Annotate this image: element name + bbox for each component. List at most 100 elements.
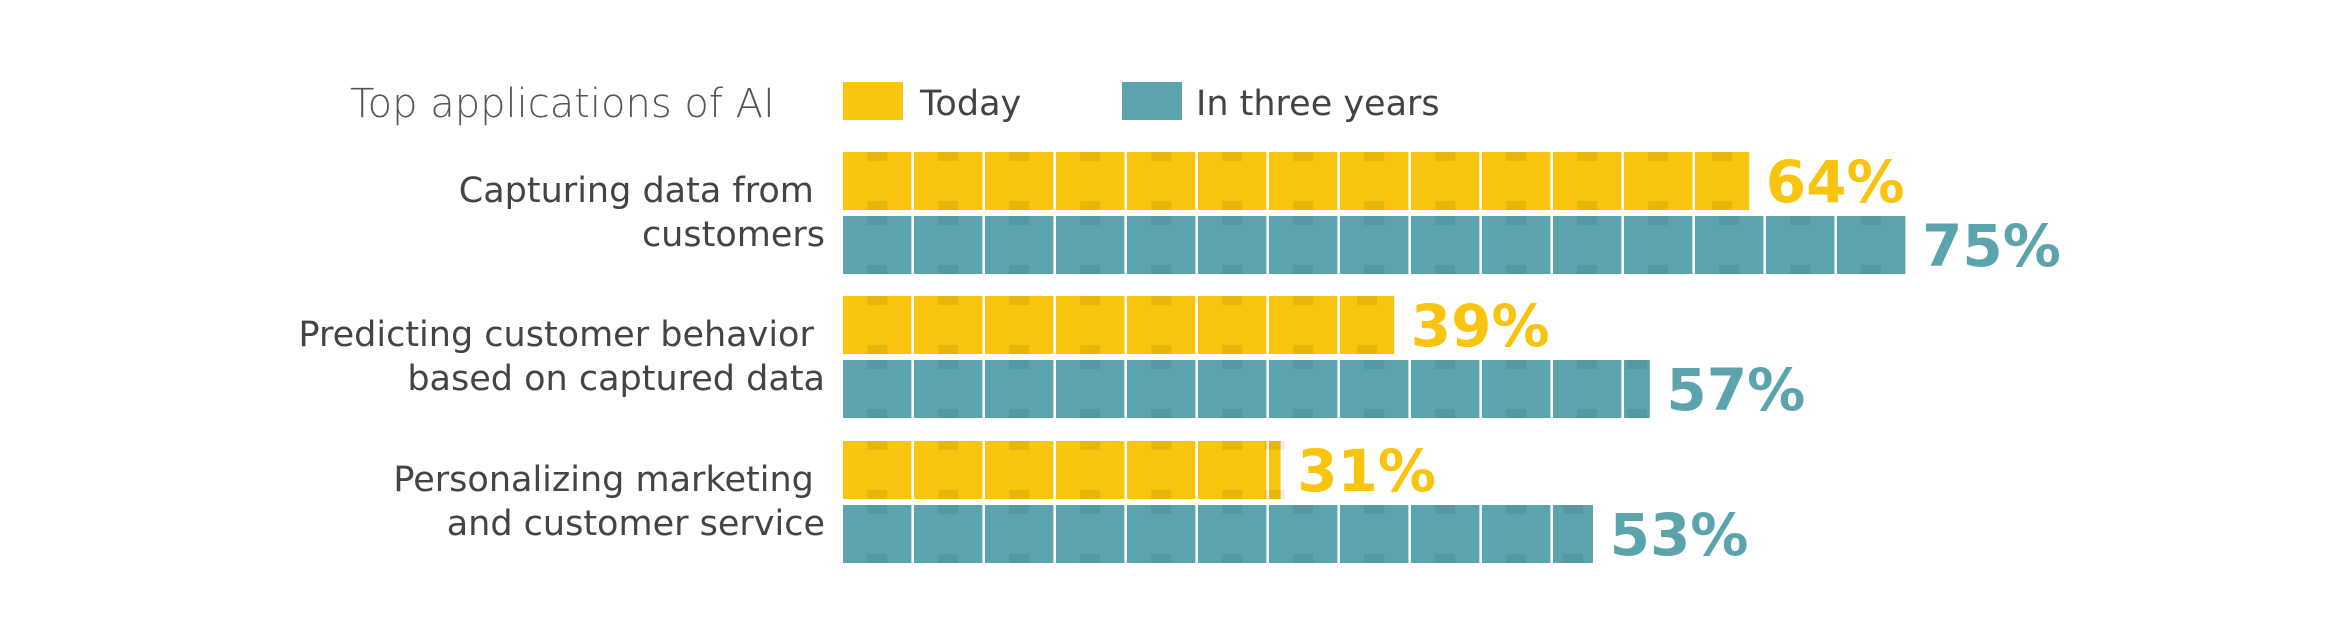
bar-block-mark [1009,296,1030,305]
category-label: Capturing data from customers [459,171,825,255]
bar-block-mark [1151,554,1172,563]
bar-block-mark [1151,201,1172,210]
bar-block-mark [1222,554,1243,563]
bar-block-mark [1506,201,1527,210]
bar-block-mark [1648,265,1669,274]
bar-block [1198,152,1267,210]
value-label: 75% [1922,212,2061,280]
bar-block-mark [1357,345,1378,354]
bar-block [1553,360,1622,418]
bar-block [843,296,912,354]
bar-block [985,296,1054,354]
bar-block [1411,216,1480,274]
category-label-line: Predicting customer behavior [298,315,814,355]
bar-block-mark [1506,216,1527,225]
bar-block-mark [1080,441,1101,450]
bar-block-mark [1080,490,1101,499]
bar-block [1127,216,1196,274]
bar-block [843,505,912,563]
chart-title: Top applications of AI [350,81,775,127]
bar-block-mark [1719,216,1740,225]
bar-block-mark [1222,345,1243,354]
bar-block [1198,360,1267,418]
bar-block-mark [1151,409,1172,418]
category-label-line: based on captured data [407,359,825,399]
bar-block-mark [938,360,959,369]
bar-block-mark [867,265,888,274]
bar-block [1056,441,1125,499]
value-label: 57% [1666,356,1805,424]
bar-block [1695,216,1764,274]
bar-block [914,505,983,563]
bar-block-mark [1293,505,1314,514]
bar-block-mark [867,345,888,354]
value-label: 39% [1411,292,1550,360]
bar-block [1269,152,1338,210]
bar-block [1837,216,1906,274]
bar-block-mark [1506,409,1527,418]
bar-block [914,441,983,499]
bar-block [1269,360,1338,418]
bar-block-mark [1712,201,1733,210]
bar-block-mark [1435,360,1456,369]
bar-block-mark [1222,441,1243,450]
bar-block-mark [1222,216,1243,225]
bar-block-mark [1080,409,1101,418]
bar-block-mark [1563,505,1583,514]
bar-block [1482,360,1551,418]
bar-block-mark [1080,201,1101,210]
bar-block [1127,152,1196,210]
bar-block-mark [1577,360,1598,369]
bar-block-mark [1435,201,1456,210]
bar-block-mark [1712,152,1733,161]
bar-block [1127,441,1196,499]
bar-block-mark [1364,216,1385,225]
category-labels: Capturing data from customers Predicting… [298,171,825,544]
bar-block-mark [1435,152,1456,161]
bar-block-mark [938,265,959,274]
bar-block [1340,360,1409,418]
bar-block-mark [1222,296,1243,305]
bar-block-mark [938,216,959,225]
legend-label-in-three-years: In three years [1196,84,1440,124]
bar-block [914,360,983,418]
bar-block-mark [1009,345,1030,354]
bar-block-mark [1790,265,1811,274]
bar-block [1056,505,1125,563]
bar-block-mark [1151,490,1172,499]
bar-block [1482,505,1551,563]
bar-block [1411,152,1480,210]
bar-block-mark [1080,505,1101,514]
bar-block-mark [1364,554,1385,563]
category-label-line: Personalizing marketing [393,460,813,500]
bar-block-mark [938,152,959,161]
bars: 64% 39% 31% 75% 57% 53% [843,148,2061,569]
bar-block-mark [1648,201,1669,210]
bar-block [985,505,1054,563]
bar-block-mark [1435,409,1456,418]
bar-block-mark [1364,505,1385,514]
bar-block-mark [1719,265,1740,274]
bar-block-mark [1151,296,1172,305]
bar-block-mark [1293,554,1314,563]
bar-block-mark [1009,441,1030,450]
category-label-line: Capturing data from [459,171,814,211]
bar-block-mark [1435,505,1456,514]
bar-block-mark [1364,265,1385,274]
bar-block-mark [1364,152,1385,161]
bar-block [914,296,983,354]
bar-block-mark [867,296,888,305]
bar-block-mark [1293,360,1314,369]
bar-block [1482,152,1551,210]
bar-block-mark [1151,345,1172,354]
bar-block-mark [1577,216,1598,225]
bar-block-mark [1151,265,1172,274]
category-label: Personalizing marketing and customer ser… [393,460,825,544]
bar-block [985,360,1054,418]
bar-block [843,360,912,418]
bar-block [1056,360,1125,418]
bar-block [985,152,1054,210]
bar-block [1411,505,1480,563]
bar-block [1198,441,1267,499]
bar-block-mark [938,505,959,514]
